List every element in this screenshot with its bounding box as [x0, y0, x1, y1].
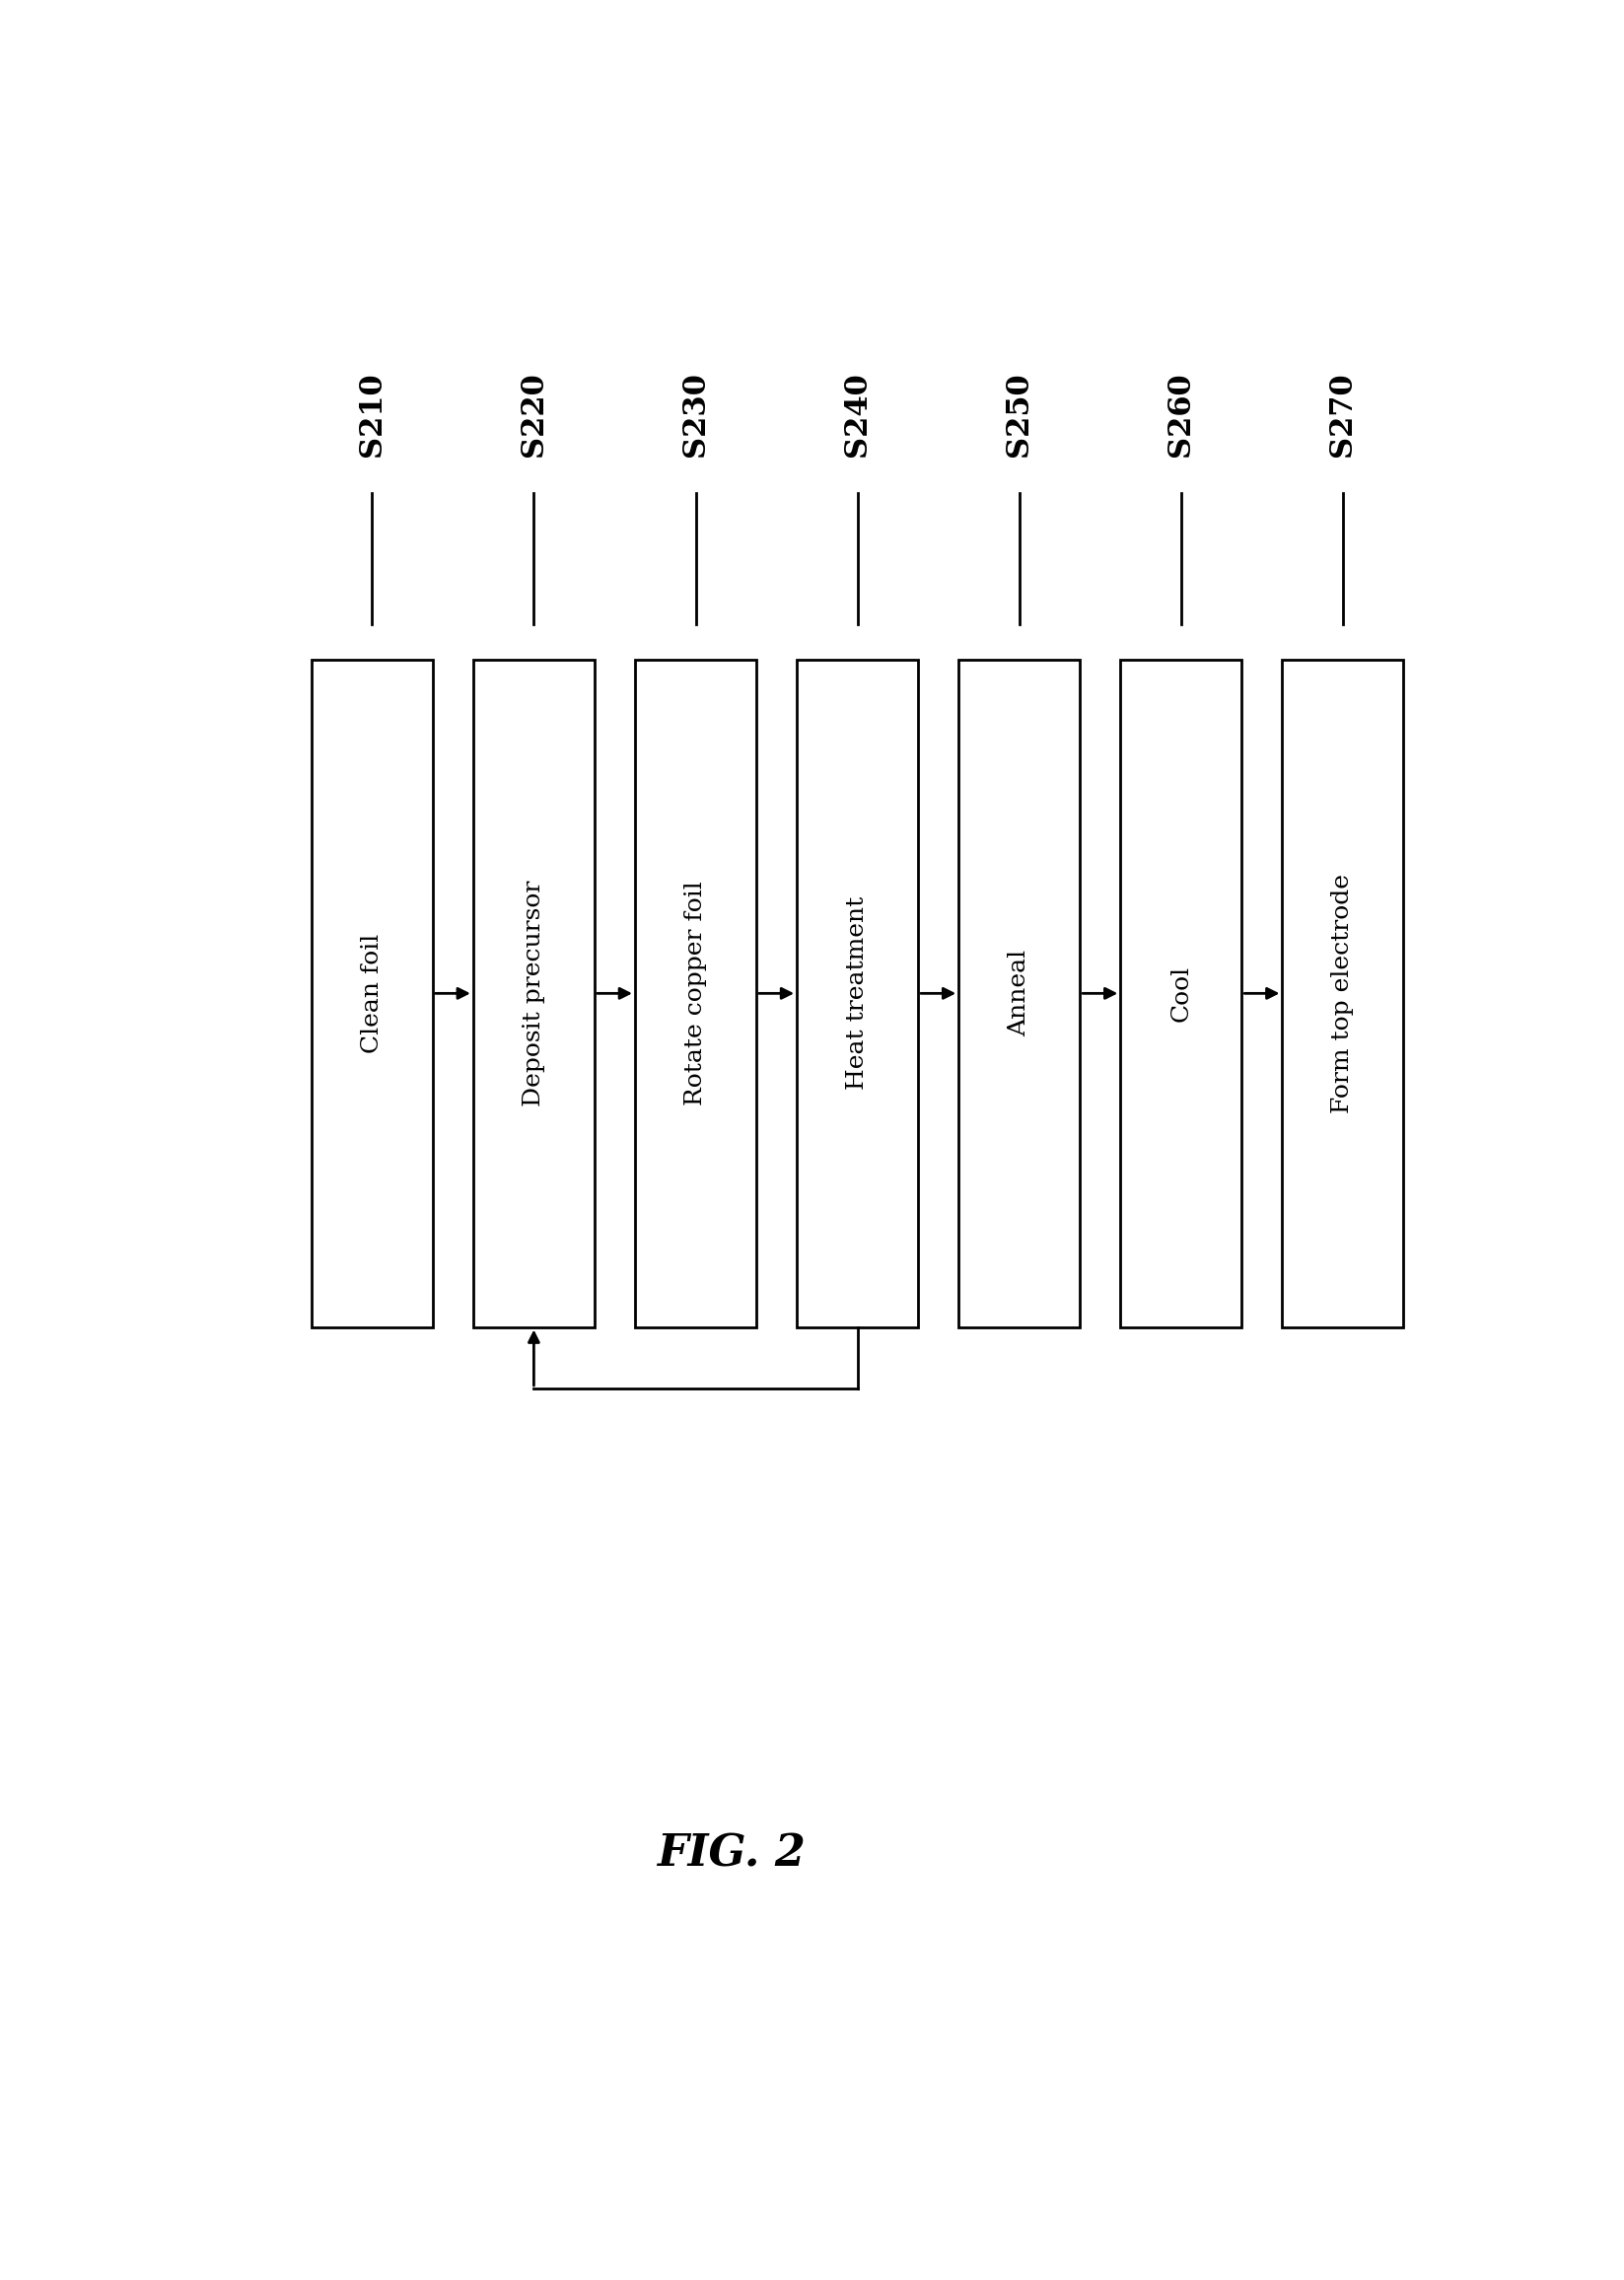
Bar — [312, 659, 432, 1327]
Text: Cool: Cool — [1169, 964, 1192, 1021]
Text: S220: S220 — [518, 372, 549, 456]
Text: Heat treatment: Heat treatment — [846, 896, 869, 1090]
Text: Clean foil: Clean foil — [361, 933, 383, 1053]
Text: S230: S230 — [680, 372, 711, 456]
Bar — [635, 659, 757, 1327]
Text: Form top electrode: Form top electrode — [1332, 873, 1354, 1113]
Bar — [1283, 659, 1403, 1327]
Bar — [1121, 659, 1242, 1327]
Text: FIG. 2: FIG. 2 — [658, 1833, 806, 1874]
Text: Deposit precursor: Deposit precursor — [523, 880, 546, 1106]
Text: Rotate copper foil: Rotate copper foil — [684, 880, 706, 1106]
Text: S270: S270 — [1328, 372, 1358, 456]
Text: S240: S240 — [843, 372, 872, 456]
Text: S210: S210 — [357, 372, 387, 456]
Bar — [473, 659, 594, 1327]
Text: S260: S260 — [1166, 372, 1197, 456]
Text: S250: S250 — [1004, 372, 1034, 456]
Bar — [958, 659, 1080, 1327]
Text: Anneal: Anneal — [1009, 951, 1031, 1037]
Bar — [797, 659, 918, 1327]
